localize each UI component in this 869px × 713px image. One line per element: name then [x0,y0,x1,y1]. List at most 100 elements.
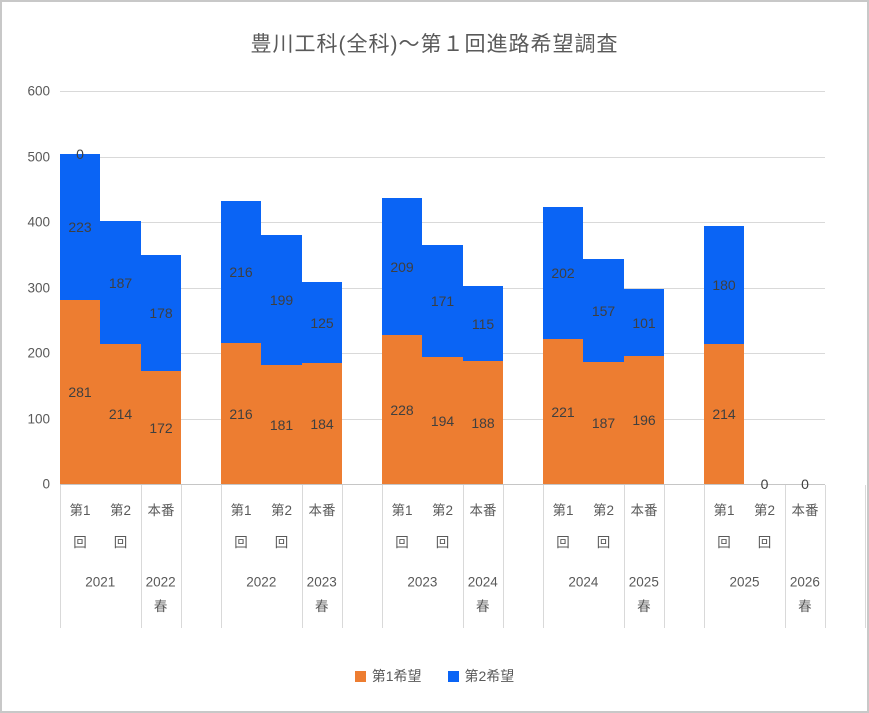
gridline [60,91,825,92]
x-axis-category-label: 本番 [630,503,658,518]
bar-value-label-first: 181 [269,416,294,433]
bar-segment-first-choice[interactable] [141,371,181,484]
x-axis-category-label: 第2 [109,503,132,518]
axis-separator [181,485,182,628]
bar-value-label-second: 199 [269,292,294,308]
axis-separator [382,485,383,628]
bar-value-label-first: 184 [310,415,334,432]
x-axis-spring-label: 春 [798,599,812,614]
legend-swatch-first-choice-icon [354,670,366,682]
bar-value-label-second: 209 [390,258,414,275]
bar-segment-second-choice[interactable] [624,289,664,356]
bar-value-label-first: 214 [712,406,736,422]
x-axis-category-label: 回 [395,535,409,550]
x-axis-spring-label: 2024 [467,574,498,590]
x-axis-category-label: 回 [73,535,87,550]
bar-value-label-second: 223 [68,219,92,235]
axis-separator [221,485,222,628]
x-axis-category-label: 第1 [552,503,574,518]
x-axis-year-label: 2021 [85,574,116,590]
x-axis-spring-label: 2022 [145,574,176,590]
bar-segment-first-choice[interactable] [624,356,664,484]
x-axis-spring-label: 春 [637,599,651,614]
axis-separator [463,485,464,628]
bar-segment-first-choice[interactable] [221,343,261,484]
axis-separator [664,485,665,628]
x-axis-category-label: 本番 [147,503,175,518]
y-axis-tick-label: 300 [27,280,50,296]
axis-separator [60,485,61,628]
legend-item-first-choice[interactable]: 第1希望 [354,666,422,686]
bar-value-label-second: 125 [310,314,334,331]
bar-segment-first-choice[interactable] [261,365,302,484]
x-axis-year-label: 2022 [246,574,277,590]
bar-segment-first-choice[interactable] [463,361,503,484]
bar-value-label-outside: 0 [760,476,769,492]
y-axis-tick-label: 0 [42,476,50,492]
bar-segment-second-choice[interactable] [141,255,181,371]
bar-value-label-second: 101 [632,314,656,331]
bar-segment-first-choice[interactable] [100,344,141,484]
x-axis-spring-label: 春 [153,599,168,614]
x-axis-category-label: 回 [113,535,128,550]
bar-segment-second-choice[interactable] [543,207,583,339]
bar-value-label-first: 228 [390,401,414,418]
x-axis-category-label: 本番 [469,503,497,518]
axis-separator [785,485,786,628]
x-axis-spring-label: 春 [476,599,490,614]
x-axis-category-label: 回 [234,535,248,550]
bar-value-label-first: 187 [591,415,616,431]
y-axis-tick-label: 200 [27,345,50,361]
bar-segment-first-choice[interactable] [543,339,583,484]
axis-separator [503,485,504,628]
bar-segment-second-choice[interactable] [463,286,503,361]
bar-segment-second-choice[interactable] [100,221,141,344]
bar-value-label-first: 188 [471,414,495,431]
y-axis-tick-label: 100 [27,411,50,427]
bar-value-label-second: 187 [108,274,133,291]
bar-value-label-first: 221 [551,403,575,420]
axis-separator [704,485,705,628]
bar-segment-first-choice[interactable] [302,363,342,484]
axis-separator [342,485,343,628]
legend-swatch-second-choice-icon [447,670,459,682]
bar-value-label-first: 214 [108,406,133,422]
bar-segment-first-choice[interactable] [382,335,422,484]
chart-title[interactable]: 豊川工科(全科)～第１回進路希望調査 [250,33,619,56]
axis-separator [624,485,625,628]
bar-value-label-second: 178 [149,305,173,321]
bar-segment-second-choice[interactable] [583,259,624,362]
bar-segment-second-choice[interactable] [704,226,744,344]
legend-label-first-choice: 第1希望 [371,668,422,684]
bar-segment-first-choice[interactable] [60,300,100,484]
x-axis-line [60,484,825,485]
bar-segment-second-choice[interactable] [302,282,342,363]
bar-segment-second-choice[interactable] [422,245,463,357]
bar-value-label-first: 216 [229,405,253,422]
x-axis-spring-label: 2025 [628,574,659,590]
x-axis-spring-label: 2026 [789,574,820,590]
bar-segment-second-choice[interactable] [221,201,261,343]
legend-label-second-choice: 第2希望 [464,668,515,684]
bar-segment-first-choice[interactable] [422,357,463,484]
gridline [60,157,825,158]
axis-separator [865,485,866,628]
bar-segment-second-choice[interactable] [382,198,422,335]
gridline [60,222,825,223]
bar-value-label-second: 115 [471,315,495,332]
bar-segment-second-choice[interactable] [261,235,302,365]
x-axis-category-label: 第2 [270,503,293,518]
bar-segment-first-choice[interactable] [704,344,744,484]
bar-segment-second-choice[interactable] [60,154,100,300]
bar-value-label-second: 216 [229,264,253,280]
x-axis-category-label: 回 [435,535,450,550]
x-axis-category-label: 回 [274,535,289,550]
legend-item-second-choice[interactable]: 第2希望 [447,666,515,686]
y-axis-tick-label: 400 [27,214,50,230]
x-axis-category-label: 第1 [391,503,413,518]
bar-value-label-second: 202 [551,265,575,281]
bar-segment-first-choice[interactable] [583,362,624,484]
x-axis-category-label: 第2 [431,503,454,518]
